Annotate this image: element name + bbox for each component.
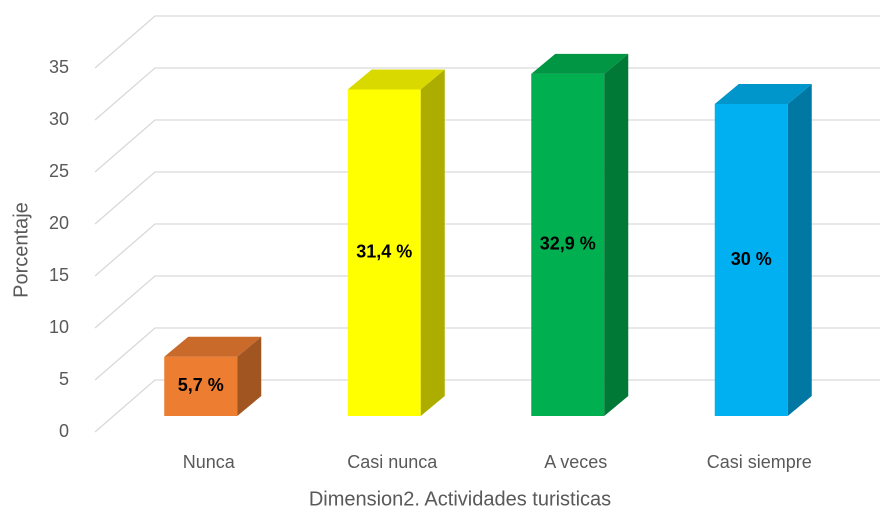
bar xyxy=(347,69,445,416)
value-label: 30 % xyxy=(731,249,772,269)
bar-top xyxy=(347,69,445,90)
bar xyxy=(531,53,629,417)
grid-line xyxy=(94,223,880,277)
bar-top xyxy=(164,336,262,357)
y-tick-label: 0 xyxy=(59,421,69,441)
bar-top xyxy=(531,53,629,74)
x-axis-title: Dimension2. Actividades turisticas xyxy=(309,488,611,510)
grid-line xyxy=(94,379,880,433)
bar-front xyxy=(531,73,605,416)
y-axis-title: Porcentaje xyxy=(10,202,32,298)
y-tick-label: 15 xyxy=(49,265,69,285)
y-tick-label: 35 xyxy=(49,57,69,77)
x-tick-label: Nunca xyxy=(183,452,236,472)
bar-side xyxy=(420,69,445,416)
x-tick-label: Casi nunca xyxy=(347,452,438,472)
grid-line xyxy=(94,67,880,121)
grid-line xyxy=(94,119,880,173)
bar-front xyxy=(164,356,238,416)
bar-side xyxy=(787,84,812,416)
value-label: 32,9 % xyxy=(540,234,596,254)
bar-front xyxy=(714,104,788,416)
x-tick-label: A veces xyxy=(544,452,607,472)
bar-side xyxy=(604,53,629,417)
bar-side xyxy=(237,336,262,416)
y-tick-label: 30 xyxy=(49,109,69,129)
grid-line xyxy=(94,327,880,381)
y-tick-label: 25 xyxy=(49,161,69,181)
grid-line xyxy=(94,171,880,225)
bar xyxy=(164,336,262,416)
y-tick-label: 5 xyxy=(59,369,69,389)
x-tick-label: Casi siempre xyxy=(707,452,812,472)
bar xyxy=(714,84,812,416)
bar-front xyxy=(347,89,421,416)
bar-top xyxy=(714,84,812,104)
value-label: 31,4 % xyxy=(356,241,412,261)
grid-line xyxy=(94,275,880,329)
y-tick-label: 20 xyxy=(49,213,69,233)
grid-line xyxy=(94,15,880,69)
value-label: 5,7 % xyxy=(178,375,224,395)
y-tick-label: 10 xyxy=(49,317,69,337)
